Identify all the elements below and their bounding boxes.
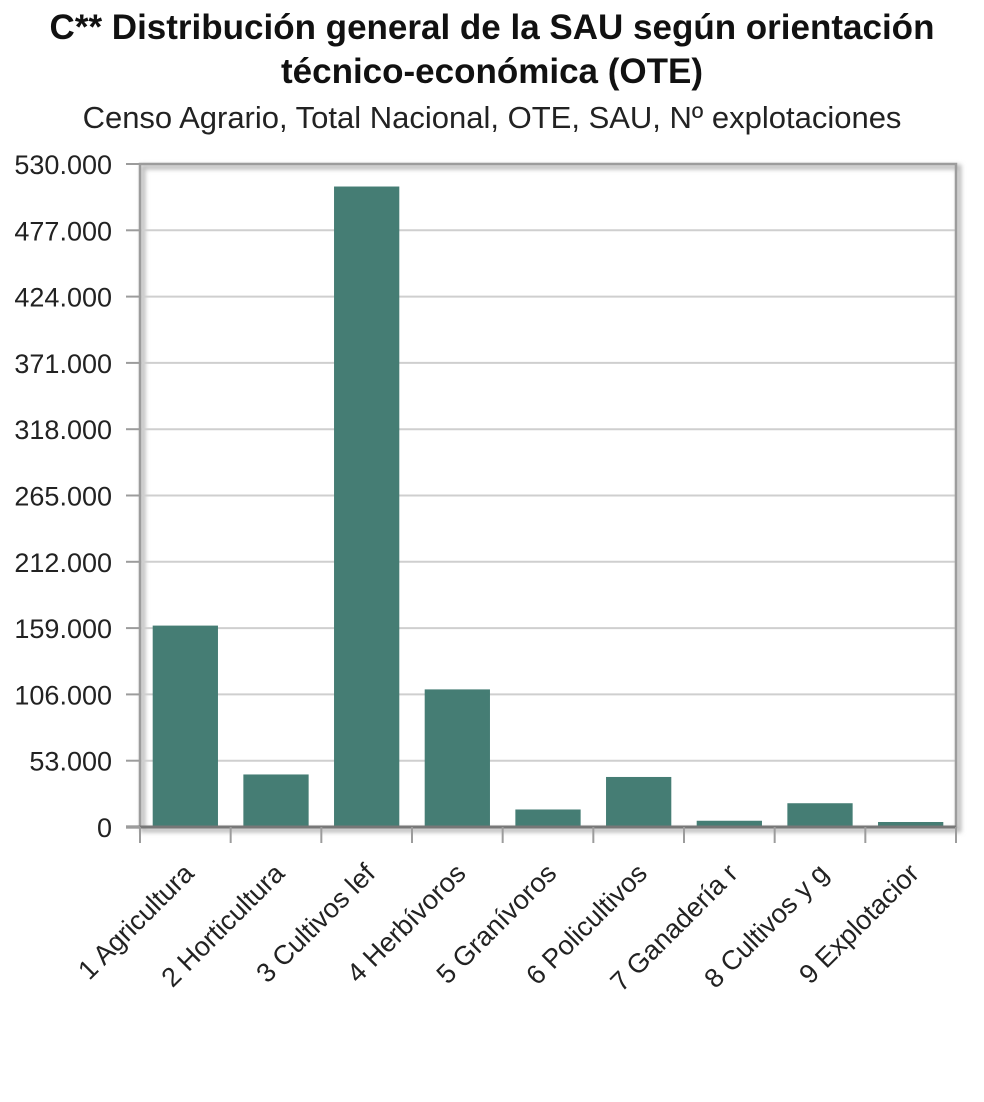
y-tick-label: 265.000 — [14, 482, 112, 512]
y-tick-label: 159.000 — [14, 614, 112, 644]
bar — [424, 689, 490, 827]
y-tick-label: 318.000 — [14, 415, 112, 445]
y-tick-label: 477.000 — [14, 216, 112, 246]
chart-title-line-1: C** Distribución general de la SAU según… — [49, 8, 935, 47]
y-tick-label: 212.000 — [14, 548, 112, 578]
y-tick-label: 53.000 — [29, 747, 112, 777]
bar — [696, 820, 762, 827]
bar — [787, 803, 853, 827]
bar — [334, 186, 400, 828]
bar — [606, 776, 672, 827]
y-tick-label: 106.000 — [14, 680, 112, 710]
bar — [152, 625, 218, 827]
chart-title-line-2: técnico-económica (OTE) — [280, 52, 704, 91]
chart-title: C** Distribución general de la SAU según… — [0, 6, 984, 94]
y-tick-label: 0 — [97, 813, 112, 843]
chart-subtitle: Censo Agrario, Total Nacional, OTE, SAU,… — [82, 100, 902, 135]
y-tick-label: 371.000 — [14, 349, 112, 379]
bar — [878, 821, 944, 827]
bar — [243, 774, 309, 827]
y-tick-label: 530.000 — [14, 150, 112, 180]
bar — [515, 809, 581, 827]
y-tick-label: 424.000 — [14, 283, 112, 313]
plot-frame-shadow — [140, 164, 962, 833]
